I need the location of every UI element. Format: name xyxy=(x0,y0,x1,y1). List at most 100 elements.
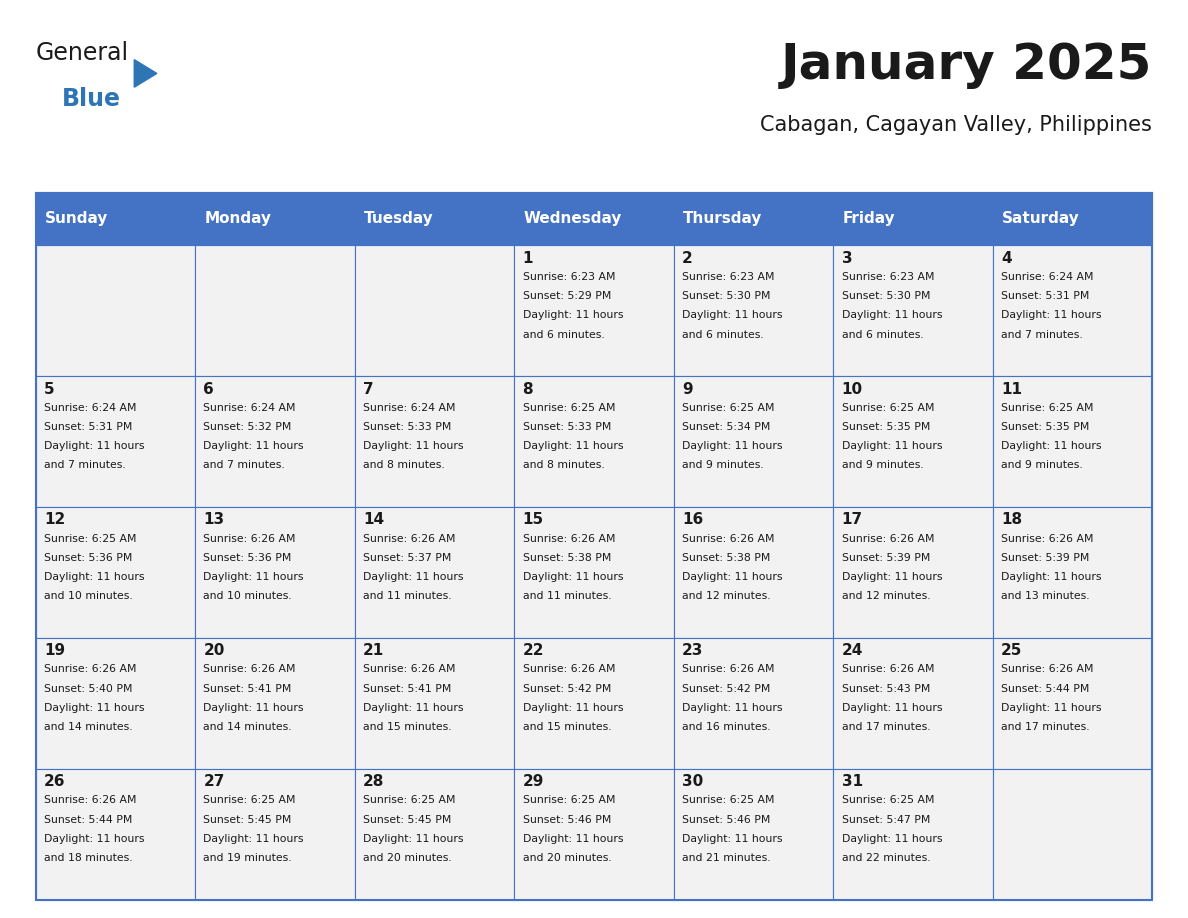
Text: Sunset: 5:31 PM: Sunset: 5:31 PM xyxy=(1001,291,1089,301)
Text: Daylight: 11 hours: Daylight: 11 hours xyxy=(44,572,145,582)
Text: and 19 minutes.: and 19 minutes. xyxy=(203,853,292,863)
Text: Daylight: 11 hours: Daylight: 11 hours xyxy=(44,703,145,713)
Text: 25: 25 xyxy=(1001,644,1023,658)
Bar xyxy=(514,507,674,638)
Text: Sunset: 5:47 PM: Sunset: 5:47 PM xyxy=(841,814,930,824)
Text: 3: 3 xyxy=(841,251,852,265)
Text: and 9 minutes.: and 9 minutes. xyxy=(1001,461,1083,470)
Text: Sunrise: 6:26 AM: Sunrise: 6:26 AM xyxy=(203,533,296,543)
Text: 22: 22 xyxy=(523,644,544,658)
Text: and 9 minutes.: and 9 minutes. xyxy=(682,461,764,470)
Text: 12: 12 xyxy=(44,512,65,528)
Text: 24: 24 xyxy=(841,644,862,658)
Bar xyxy=(993,376,1152,507)
Text: Saturday: Saturday xyxy=(1003,211,1080,227)
Text: and 8 minutes.: and 8 minutes. xyxy=(523,461,605,470)
Bar xyxy=(674,507,833,638)
Bar xyxy=(195,376,355,507)
Text: Daylight: 11 hours: Daylight: 11 hours xyxy=(1001,572,1101,582)
Text: 27: 27 xyxy=(203,774,225,789)
Bar xyxy=(355,638,514,768)
Text: Sunrise: 6:26 AM: Sunrise: 6:26 AM xyxy=(1001,533,1094,543)
Text: January 2025: January 2025 xyxy=(781,41,1152,89)
Text: and 16 minutes.: and 16 minutes. xyxy=(682,722,771,733)
Text: and 22 minutes.: and 22 minutes. xyxy=(841,853,930,863)
Text: Sunrise: 6:26 AM: Sunrise: 6:26 AM xyxy=(44,665,137,675)
Text: Daylight: 11 hours: Daylight: 11 hours xyxy=(841,572,942,582)
Text: Sunrise: 6:25 AM: Sunrise: 6:25 AM xyxy=(364,795,455,805)
Text: 1: 1 xyxy=(523,251,533,265)
Text: Daylight: 11 hours: Daylight: 11 hours xyxy=(364,834,463,844)
Text: Sunset: 5:44 PM: Sunset: 5:44 PM xyxy=(44,814,132,824)
Text: Sunrise: 6:24 AM: Sunrise: 6:24 AM xyxy=(364,403,455,412)
Text: and 6 minutes.: and 6 minutes. xyxy=(841,330,923,340)
Text: Sunset: 5:32 PM: Sunset: 5:32 PM xyxy=(203,422,292,431)
Text: Sunrise: 6:26 AM: Sunrise: 6:26 AM xyxy=(841,533,934,543)
Text: Sunrise: 6:25 AM: Sunrise: 6:25 AM xyxy=(682,795,775,805)
Bar xyxy=(514,768,674,900)
Text: 14: 14 xyxy=(364,512,384,528)
Text: and 17 minutes.: and 17 minutes. xyxy=(841,722,930,733)
Bar xyxy=(36,376,195,507)
Text: Sunset: 5:31 PM: Sunset: 5:31 PM xyxy=(44,422,132,431)
Text: Daylight: 11 hours: Daylight: 11 hours xyxy=(203,834,304,844)
Text: Daylight: 11 hours: Daylight: 11 hours xyxy=(523,834,623,844)
Text: Sunrise: 6:24 AM: Sunrise: 6:24 AM xyxy=(203,403,296,412)
Text: Sunrise: 6:26 AM: Sunrise: 6:26 AM xyxy=(682,665,775,675)
Bar xyxy=(993,638,1152,768)
Text: 30: 30 xyxy=(682,774,703,789)
Bar xyxy=(993,193,1152,245)
Text: 8: 8 xyxy=(523,382,533,397)
Text: Daylight: 11 hours: Daylight: 11 hours xyxy=(523,572,623,582)
Bar xyxy=(833,507,993,638)
Text: Daylight: 11 hours: Daylight: 11 hours xyxy=(682,834,783,844)
Bar xyxy=(674,376,833,507)
Text: and 9 minutes.: and 9 minutes. xyxy=(841,461,923,470)
Text: Sunset: 5:30 PM: Sunset: 5:30 PM xyxy=(682,291,771,301)
Text: Sunset: 5:45 PM: Sunset: 5:45 PM xyxy=(203,814,292,824)
Text: Sunrise: 6:26 AM: Sunrise: 6:26 AM xyxy=(44,795,137,805)
Bar xyxy=(833,245,993,376)
Text: Sunset: 5:38 PM: Sunset: 5:38 PM xyxy=(523,553,611,563)
Text: Sunset: 5:44 PM: Sunset: 5:44 PM xyxy=(1001,684,1089,694)
Text: Cabagan, Cagayan Valley, Philippines: Cabagan, Cagayan Valley, Philippines xyxy=(760,115,1152,135)
Bar xyxy=(36,193,195,245)
Text: Sunset: 5:42 PM: Sunset: 5:42 PM xyxy=(682,684,771,694)
Text: Daylight: 11 hours: Daylight: 11 hours xyxy=(364,703,463,713)
Bar xyxy=(514,245,674,376)
Text: and 6 minutes.: and 6 minutes. xyxy=(682,330,764,340)
Text: Sunset: 5:30 PM: Sunset: 5:30 PM xyxy=(841,291,930,301)
Bar xyxy=(195,638,355,768)
Text: 21: 21 xyxy=(364,644,384,658)
Text: Sunrise: 6:25 AM: Sunrise: 6:25 AM xyxy=(841,403,934,412)
Text: Daylight: 11 hours: Daylight: 11 hours xyxy=(682,572,783,582)
Text: Daylight: 11 hours: Daylight: 11 hours xyxy=(841,703,942,713)
Text: Daylight: 11 hours: Daylight: 11 hours xyxy=(1001,703,1101,713)
Text: 26: 26 xyxy=(44,774,65,789)
Bar xyxy=(514,193,674,245)
Bar xyxy=(195,768,355,900)
Bar xyxy=(355,245,514,376)
Bar xyxy=(195,507,355,638)
Text: Daylight: 11 hours: Daylight: 11 hours xyxy=(44,442,145,451)
Text: Sunrise: 6:25 AM: Sunrise: 6:25 AM xyxy=(682,403,775,412)
Text: Sunrise: 6:26 AM: Sunrise: 6:26 AM xyxy=(841,665,934,675)
Text: Blue: Blue xyxy=(62,87,121,111)
Bar xyxy=(195,193,355,245)
Text: and 20 minutes.: and 20 minutes. xyxy=(364,853,451,863)
Text: Daylight: 11 hours: Daylight: 11 hours xyxy=(841,834,942,844)
Text: Sunset: 5:40 PM: Sunset: 5:40 PM xyxy=(44,684,132,694)
Text: Monday: Monday xyxy=(204,211,272,227)
Text: Daylight: 11 hours: Daylight: 11 hours xyxy=(523,703,623,713)
Text: 19: 19 xyxy=(44,644,65,658)
Text: Sunset: 5:35 PM: Sunset: 5:35 PM xyxy=(841,422,930,431)
Text: Sunset: 5:36 PM: Sunset: 5:36 PM xyxy=(44,553,132,563)
Text: Tuesday: Tuesday xyxy=(365,211,434,227)
Text: 18: 18 xyxy=(1001,512,1022,528)
Bar xyxy=(993,245,1152,376)
Text: 10: 10 xyxy=(841,382,862,397)
Bar xyxy=(355,376,514,507)
Text: 4: 4 xyxy=(1001,251,1012,265)
Text: and 7 minutes.: and 7 minutes. xyxy=(203,461,285,470)
Text: 5: 5 xyxy=(44,382,55,397)
